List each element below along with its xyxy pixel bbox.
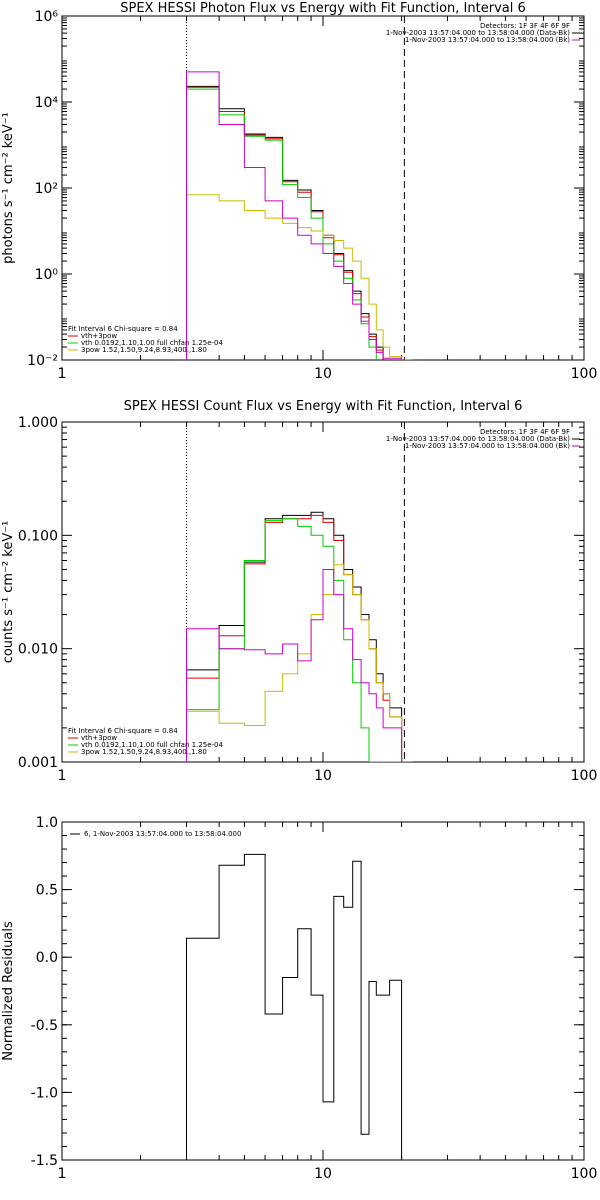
legend-entry: Detectors: 1F 3F 4F 6F 9F [480,428,570,436]
legend-entry: vth+3pow [81,734,117,742]
series-line-vth [186,88,413,360]
legend-entry: 1-Nov-2003 13:57:04.000 to 13:58:04.000 … [386,29,570,37]
legend-entry: 6, 1-Nov-2003 13:57:04.000 to 13:58:04.0… [84,830,241,838]
y-tick-label: 0.5 [36,883,58,899]
y-tick-label: -0.5 [31,1018,58,1034]
residuals-panel: Normalized Residuals 1 10 100 -1.5 -1.0 -0.5 0.… [1,815,597,1182]
y-tick-label: 0.100 [18,528,58,544]
y-tick-label: -1.0 [31,1085,58,1101]
series-line-vth-3pow [186,86,413,360]
photon-flux-panel: SPEX HESSI Photon Flux vs Energy with Fi… [1,1,597,382]
count-flux-panel: SPEX HESSI Count Flux vs Energy with Fit… [1,399,597,784]
legend-entry: vth+3pow [81,332,117,340]
chart-title: SPEX HESSI Count Flux vs Energy with Fit… [124,399,523,414]
chart-title: SPEX HESSI Photon Flux vs Energy with Fi… [120,1,526,16]
legend-entry: 1-Nov-2003 13:57:04.000 to 13:58:04.000 … [405,442,570,450]
y-tick-label: 0.001 [18,755,58,771]
series-line-vth-3pow [186,514,413,762]
series-line-vth [186,518,413,762]
y-tick-label: 10⁰ [35,267,59,283]
legend-entry: 3pow 1.52,1.50,9.24,8.93,400.,1.80 [81,748,207,756]
y-tick-label: 10⁻² [27,353,58,369]
plot-frame [61,15,585,361]
legend-entry: 1-Nov-2003 13:57:04.000 to 13:58:04.000 … [386,435,570,443]
x-tick-label: 100 [571,768,598,784]
x-tick-label: 1 [58,768,67,784]
y-tick-label: -1.5 [31,1153,58,1169]
x-tick-label: 1 [58,1166,67,1182]
y-tick-label: 10⁴ [35,95,59,111]
series-line-residuals [186,853,403,1160]
plot-frame [61,821,585,1161]
series-line-bk [186,569,413,762]
legend-entry: 3pow 1.52,1.50,9.24,8.93,400.,1.80 [81,346,207,354]
series-line-bk [186,71,413,360]
legend-entry: vth 0.0192,1.10,1.00 full chfan 1.25e-04 [81,741,223,749]
y-axis-label: Normalized Residuals [1,921,16,1061]
y-tick-label: 10⁶ [35,9,59,25]
fit-summary: Fit Interval 6 Chi-square = 0.84 [68,727,178,735]
series-line-3pow [186,564,413,762]
y-axis-label: counts s⁻¹ cm⁻² keV⁻¹ [1,521,16,664]
y-tick-label: 1.0 [36,815,58,831]
x-tick-label: 1 [58,366,67,382]
y-axis-label: photons s⁻¹ cm⁻² keV⁻¹ [1,112,16,264]
x-tick-label: 10 [314,366,332,382]
legend-entry: 1-Nov-2003 13:57:04.000 to 13:58:04.000 … [405,36,570,44]
y-tick-label: 10² [35,181,58,197]
series-line-data-bk [186,85,413,360]
x-tick-label: 100 [571,366,598,382]
legend-entry: Detectors: 1F 3F 4F 6F 9F [480,22,570,30]
x-tick-label: 100 [571,1166,598,1182]
legend-entry: vth 0.0192,1.10,1.00 full chfan 1.25e-04 [81,339,223,347]
x-tick-label: 10 [314,768,332,784]
y-tick-label: 1.000 [18,415,58,431]
series-line-data-bk [186,511,413,762]
y-tick-label: 0.0 [36,950,58,966]
y-tick-label: 0.010 [18,642,58,658]
fit-summary: Fit Interval 6 Chi-square = 0.84 [68,325,178,333]
x-tick-label: 10 [314,1166,332,1182]
series-line-3pow [186,194,413,360]
